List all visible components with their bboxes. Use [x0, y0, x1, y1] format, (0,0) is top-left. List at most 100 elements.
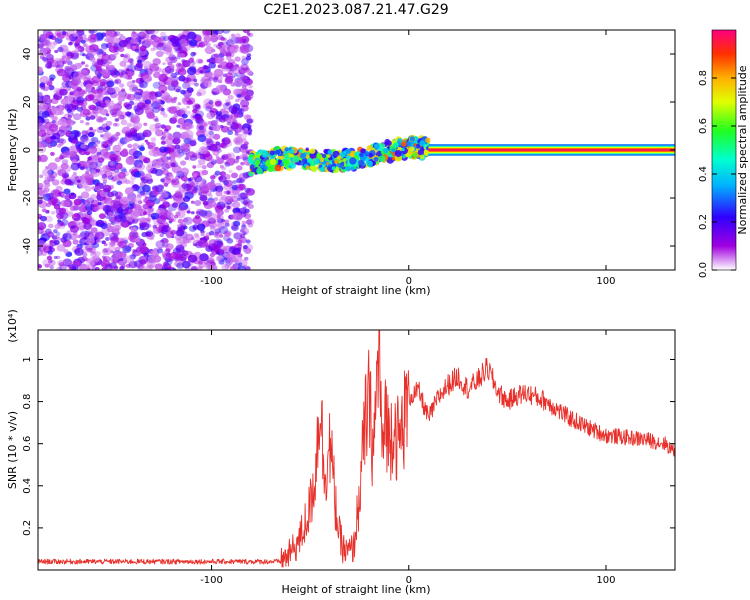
- heatmap-cell: [87, 156, 92, 161]
- heatmap-cell: [160, 140, 166, 145]
- heatmap-cell: [133, 91, 143, 100]
- heatmap-cell: [171, 179, 181, 188]
- heatmap-cell: [215, 190, 223, 197]
- heatmap-cell: [191, 188, 197, 194]
- heatmap-cell: [62, 174, 67, 179]
- heatmap-cell: [368, 152, 373, 158]
- heatmap-cell: [60, 138, 67, 144]
- heatmap-cell: [70, 79, 79, 86]
- colorbar-tick-label: 0.4: [698, 166, 709, 182]
- heatmap-cell: [143, 157, 151, 164]
- heatmap-cell: [120, 196, 130, 205]
- heatmap-cell: [50, 151, 55, 156]
- heatmap-cell: [117, 92, 125, 99]
- heatmap-cell: [164, 147, 170, 152]
- heatmap-cell: [171, 115, 177, 120]
- heatmap-cell: [233, 82, 237, 86]
- heatmap-cell: [163, 238, 169, 244]
- heatmap-cell: [106, 36, 115, 44]
- heatmap-cell: [112, 251, 122, 261]
- heatmap-cell: [71, 139, 78, 145]
- x-tick-label: 100: [596, 276, 615, 287]
- heatmap-cell: [209, 213, 219, 222]
- heatmap-cell: [232, 146, 242, 154]
- heatmap-cell: [103, 197, 113, 205]
- heatmap-cell: [138, 35, 145, 40]
- heatmap-cell: [125, 157, 135, 166]
- heatmap-cell: [240, 196, 250, 205]
- heatmap-cell: [284, 154, 290, 160]
- y-tick-label: 1: [22, 356, 33, 362]
- heatmap-cell: [205, 245, 214, 252]
- heatmap-cell: [212, 124, 221, 132]
- x-tick-label: 0: [406, 276, 412, 287]
- heatmap-cell: [166, 156, 172, 160]
- heatmap-cell: [305, 165, 310, 170]
- heatmap-cell: [126, 112, 134, 118]
- heatmap-cell: [187, 178, 192, 182]
- heatmap-cell: [130, 210, 140, 219]
- heatmap-cell: [119, 257, 124, 262]
- heatmap-cell: [44, 40, 52, 47]
- heatmap-cell: [162, 201, 170, 208]
- heatmap-cell: [162, 189, 167, 193]
- heatmap-cell: [86, 267, 91, 270]
- heatmap-cell: [57, 170, 64, 176]
- heatmap-cell: [225, 102, 230, 107]
- heatmap-cell: [203, 72, 210, 78]
- heatmap-cell: [98, 60, 106, 67]
- heatmap-cell: [181, 64, 187, 69]
- heatmap-cell: [192, 224, 199, 230]
- heatmap-cell: [300, 153, 307, 159]
- snr-y-ticks: 0.2 0.4 0.6 0.8 1: [22, 356, 675, 536]
- heatmap-cell: [157, 184, 165, 190]
- heatmap-cell: [183, 137, 192, 145]
- heatmap-cell: [224, 264, 231, 269]
- heatmap-cell: [313, 158, 320, 165]
- heatmap-cell: [182, 90, 192, 98]
- heatmap-cell: [147, 145, 154, 150]
- heatmap-cell: [218, 250, 223, 254]
- heatmap-cell: [379, 143, 386, 149]
- heatmap-cell: [215, 157, 223, 164]
- heatmap-cell: [137, 263, 145, 270]
- heatmap-cell: [175, 175, 181, 180]
- heatmap-cell: [77, 46, 85, 53]
- heatmap-cell: [417, 149, 424, 156]
- heatmap-cell: [87, 49, 96, 57]
- heatmap-cell: [177, 102, 182, 106]
- heatmap-cell: [49, 265, 54, 270]
- heatmap-cell: [210, 160, 216, 165]
- colorbar-label: Normalized spectral amplitude: [736, 65, 749, 234]
- heatmap-cell: [113, 224, 122, 231]
- heatmap-cell: [82, 252, 88, 257]
- heatmap-cell: [39, 174, 44, 179]
- heatmap-cell: [191, 267, 197, 270]
- heatmap-cell: [196, 239, 204, 246]
- heatmap-cell: [236, 177, 245, 184]
- heatmap-cell: [53, 57, 63, 66]
- heatmap-cell: [143, 74, 152, 83]
- heatmap-cell: [142, 60, 152, 68]
- heatmap-cell: [127, 59, 133, 63]
- heatmap-cell: [124, 179, 131, 185]
- heatmap-cell: [50, 106, 57, 112]
- heatmap-cell: [91, 251, 96, 255]
- heatmap-cell: [179, 38, 188, 46]
- heatmap-cell: [158, 85, 168, 93]
- heatmap-cell: [214, 100, 222, 107]
- heatmap-cell: [326, 162, 330, 166]
- heatmap-cell: [89, 261, 95, 266]
- heatmap-cell: [84, 64, 89, 68]
- heatmap-cell: [110, 221, 116, 225]
- heatmap-cell: [245, 79, 253, 86]
- heatmap-cell: [181, 43, 191, 52]
- heatmap-cell: [254, 159, 261, 166]
- snr-x-label: Height of straight line (km): [281, 583, 430, 596]
- heatmap-cell: [57, 137, 64, 144]
- colorbar-frame: [711, 29, 737, 271]
- heatmap-cell: [157, 105, 163, 111]
- heatmap-cell: [401, 141, 407, 147]
- heatmap-cell: [79, 136, 89, 144]
- heatmap-cell: [238, 183, 246, 191]
